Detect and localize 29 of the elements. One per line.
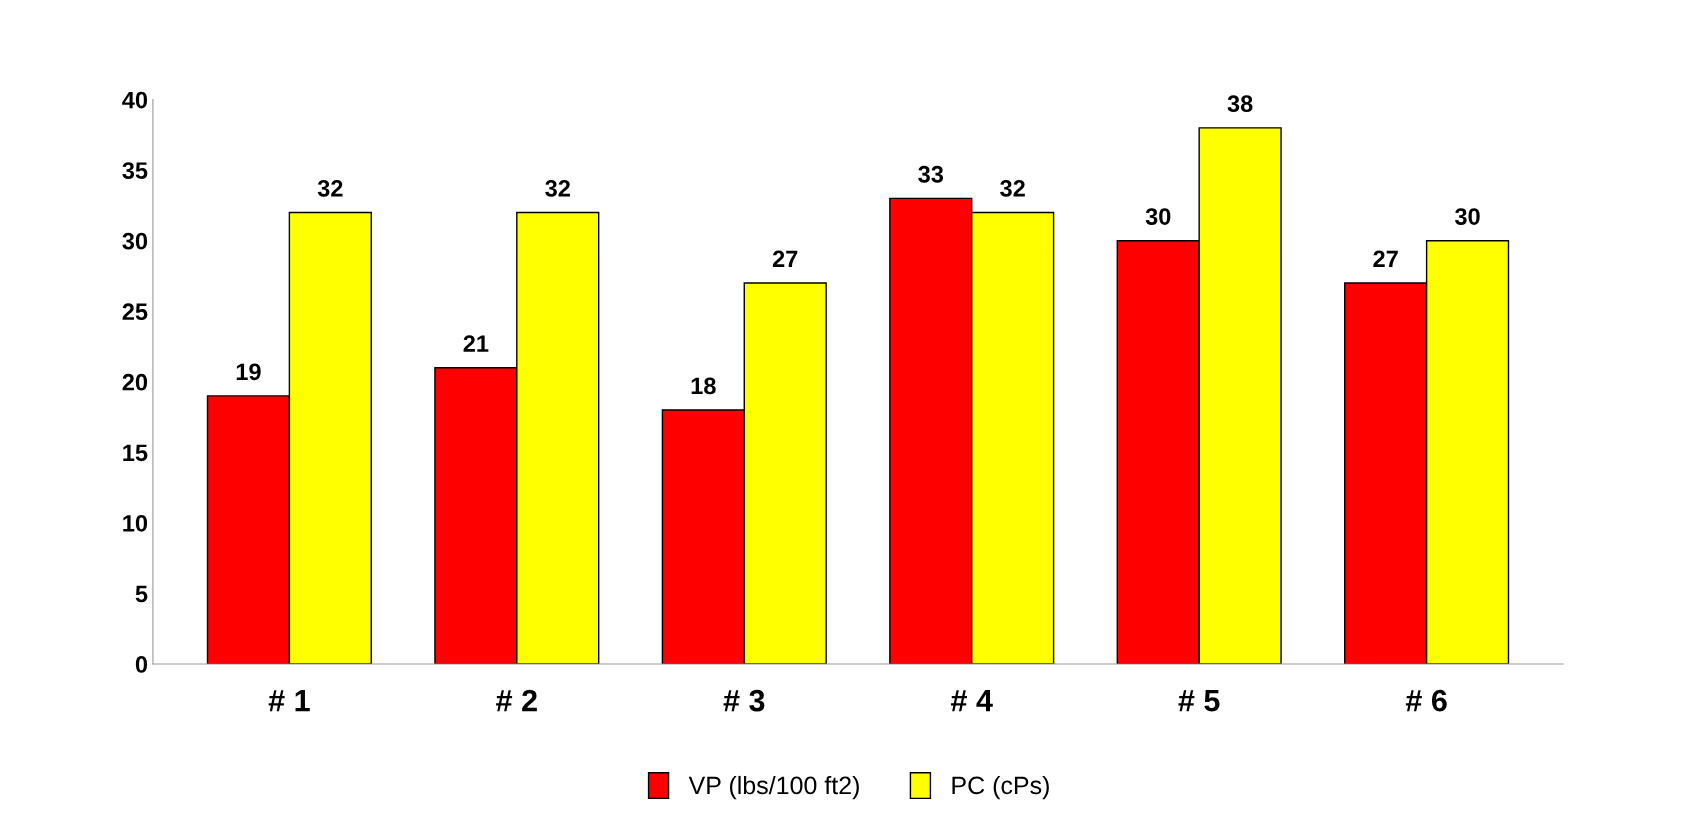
x-tick-label: # 1 — [268, 690, 310, 712]
y-tick-label: 5 — [135, 585, 148, 603]
legend-label: VP (lbs/100 ft2) — [688, 775, 859, 800]
data-label: 18 — [691, 377, 716, 395]
data-label: 19 — [236, 363, 261, 381]
data-label: 30 — [1454, 208, 1480, 225]
x-tick-label: # 6 — [1405, 689, 1447, 712]
data-label: 30 — [1145, 208, 1171, 225]
y-tick-label: 35 — [122, 162, 148, 179]
y-tick-label: 0 — [135, 656, 148, 673]
legend-label: PC (cPs) — [952, 775, 1049, 800]
data-label: 32 — [1000, 179, 1025, 197]
data-label: 38 — [1227, 95, 1253, 113]
y-tick-label: 25 — [122, 303, 148, 321]
x-tick-label: # 3 — [723, 689, 765, 712]
x-tick-label: # 2 — [496, 689, 537, 712]
data-label: 32 — [317, 179, 343, 197]
y-tick-label: 30 — [122, 232, 148, 250]
y-tick-label: 20 — [122, 373, 148, 391]
data-label: 27 — [1373, 250, 1398, 268]
x-tick-label: # 5 — [1178, 690, 1220, 712]
y-tick-label: 40 — [122, 91, 148, 109]
data-label: 33 — [918, 165, 944, 183]
x-tick-label: # 4 — [951, 690, 993, 712]
y-tick-label: 10 — [123, 514, 148, 532]
y-tick-label: 15 — [123, 444, 148, 462]
data-label: 27 — [772, 250, 798, 268]
data-label: 32 — [545, 179, 570, 197]
data-label: 21 — [463, 335, 489, 352]
